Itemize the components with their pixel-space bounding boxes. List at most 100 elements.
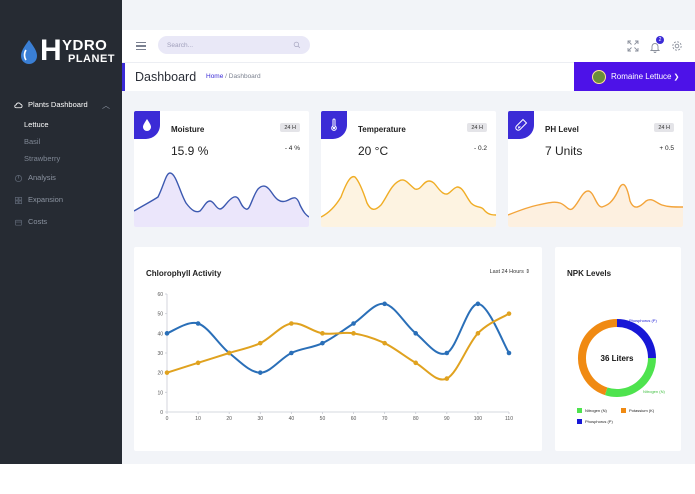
donut-slice	[616, 319, 656, 359]
card-icon-badge	[321, 111, 347, 139]
series-line-0	[166, 302, 510, 374]
data-point	[382, 301, 387, 307]
legend-swatch	[577, 408, 582, 413]
y-tick-label: 50	[157, 312, 163, 318]
series-line-1	[166, 312, 510, 381]
data-point	[320, 331, 325, 336]
data-point	[351, 331, 356, 336]
callout-phosphorus: Phosphorus (P)	[629, 318, 657, 323]
data-point	[382, 340, 387, 346]
logo-planet: PLANET	[68, 53, 115, 65]
menu-icon[interactable]	[136, 42, 146, 51]
legend-swatch	[577, 419, 582, 424]
donut-center-label: 36 Liters	[601, 354, 634, 363]
legend-label: Potassium (K)	[629, 408, 655, 413]
chevron-up-icon[interactable]: ︿	[102, 101, 110, 110]
stat-value: 7 Units	[545, 144, 583, 158]
data-point	[475, 301, 481, 307]
npk-panel: NPK Levels 36 Liters Phosphorus (P) Nitrog…	[555, 247, 681, 451]
page-title: Dashboard	[135, 70, 197, 84]
x-tick-label: 10	[195, 416, 201, 422]
npk-donut-chart: 36 Liters Phosphorus (P) Nitrogen (N) Nitro…	[577, 318, 665, 424]
donut-slice	[578, 319, 618, 396]
data-point	[320, 340, 325, 346]
stat-delta: - 4 %	[284, 145, 300, 152]
logo-hydro: YDRO	[62, 37, 108, 54]
breadcrumb-home[interactable]: Home	[206, 73, 224, 80]
logo[interactable]: H YDRO PLANET	[18, 34, 115, 72]
fullscreen-icon[interactable]	[627, 40, 639, 52]
period-badge[interactable]: 24 H	[280, 123, 300, 132]
sidebar-item-label: Expansion	[28, 195, 64, 204]
data-point	[506, 350, 512, 356]
test-tube-icon	[515, 118, 528, 131]
logo-letter: H	[40, 34, 62, 67]
stat-delta: + 0.5	[659, 145, 674, 152]
chevron-down-icon: ❯	[673, 73, 680, 81]
period-badge[interactable]: 24 H	[654, 123, 674, 132]
thermometer-icon	[331, 118, 337, 131]
data-point	[164, 370, 170, 375]
topbar-actions: 2	[627, 36, 683, 54]
data-point	[413, 360, 419, 366]
sort-icon: ⇕	[525, 269, 530, 275]
sidebar-item-label: Plants Dashboard	[28, 100, 88, 109]
card-icon-badge	[134, 111, 160, 139]
data-point	[226, 350, 232, 356]
plant-avatar	[592, 69, 606, 84]
notification-badge: 2	[656, 36, 664, 44]
logo-drop-icon	[21, 40, 37, 64]
card-icon-badge	[508, 111, 534, 139]
y-tick-label: 30	[157, 351, 163, 357]
moisture-card: Moisture 24 H 15.9 % - 4 %	[134, 111, 309, 227]
x-tick-label: 100	[474, 416, 483, 422]
data-point	[413, 331, 419, 336]
sidebar-item-label: Analysis	[28, 173, 56, 182]
breadcrumb-separator: /	[225, 73, 227, 80]
y-tick-label: 20	[157, 371, 163, 377]
legend-label: Phosphorus (P)	[585, 419, 613, 424]
y-tick-label: 40	[157, 331, 163, 337]
range-select[interactable]: Last 24 Hours ⇕	[490, 269, 530, 275]
sidebar-sub-basil[interactable]: Basil	[24, 137, 41, 146]
stat-delta: - 0.2	[473, 145, 487, 152]
data-point	[444, 376, 450, 381]
temperature-sparkline	[321, 175, 496, 227]
x-tick-label: 0	[166, 416, 169, 422]
notifications-button[interactable]: 2	[649, 36, 664, 53]
stat-value: 20 °C	[358, 144, 389, 158]
data-point	[257, 370, 263, 375]
breadcrumb: Home / Dashboard	[206, 73, 261, 80]
data-point	[195, 360, 201, 366]
ph-level-sparkline	[508, 183, 683, 227]
x-tick-label: 20	[226, 416, 232, 422]
search-input[interactable]	[158, 36, 310, 54]
search-icon[interactable]	[293, 41, 301, 49]
sidebar-item-label: Costs	[28, 217, 48, 226]
gear-icon[interactable]	[671, 40, 683, 52]
sidebar-item-expansion[interactable]: Expansion	[0, 189, 122, 211]
sidebar-sub-lettuce[interactable]: Lettuce	[24, 120, 49, 129]
range-select-label: Last 24 Hours	[489, 269, 524, 275]
x-tick-label: 90	[444, 416, 450, 422]
period-badge[interactable]: 24 H	[467, 123, 487, 132]
data-point	[289, 321, 294, 326]
x-tick-label: 30	[257, 416, 263, 422]
sidebar-sub-strawberry[interactable]: Strawberry	[24, 154, 61, 163]
stat-name: Moisture	[171, 125, 205, 134]
x-tick-label: 110	[505, 416, 513, 422]
panel-title: NPK Levels	[567, 269, 612, 278]
sidebar-item-costs[interactable]: Costs	[0, 211, 122, 233]
chart-icon	[14, 174, 23, 182]
stat-name: Temperature	[358, 125, 406, 134]
sidebar-item-plants-dashboard[interactable]: Plants Dashboard ︿	[0, 94, 122, 116]
sidebar-item-analysis[interactable]: Analysis	[0, 167, 122, 189]
plant-selector[interactable]: Romaine Lettuce ❯	[574, 62, 695, 91]
bell-icon	[649, 43, 661, 53]
legend-label: Nitrogen (N)	[585, 408, 607, 413]
data-point	[164, 331, 170, 336]
x-tick-label: 80	[413, 416, 419, 422]
panel-title: Chlorophyll Activity	[146, 269, 222, 278]
y-tick-label: 10	[157, 390, 163, 396]
page-header: Dashboard Home / Dashboard Romaine Lettu…	[122, 62, 695, 91]
